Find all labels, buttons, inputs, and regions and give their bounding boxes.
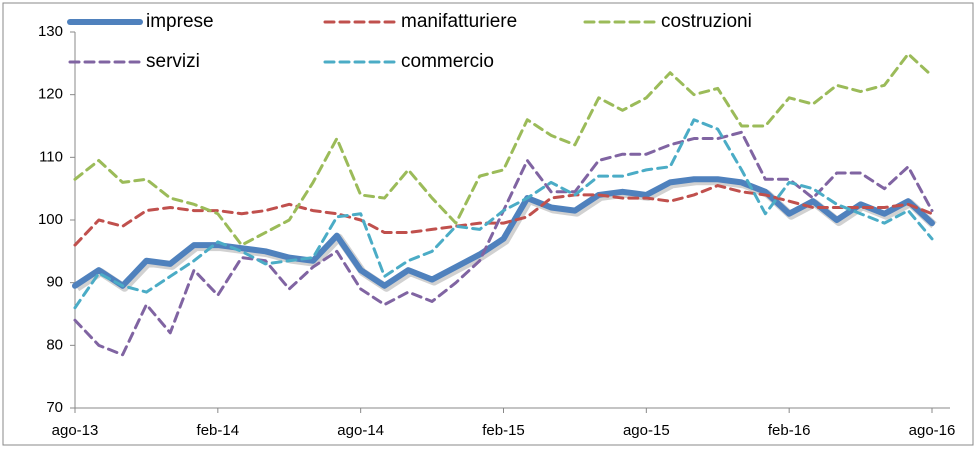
x-tick-label: ago-16 [909, 422, 956, 439]
y-tick-label: 130 [38, 23, 63, 40]
series-line [72, 176, 935, 289]
legend-label: commercio [401, 51, 494, 72]
y-tick-label: 120 [38, 86, 63, 103]
y-tick-label: 80 [46, 336, 63, 353]
y-tick-label: 70 [46, 399, 63, 416]
x-tick-label: ago-13 [52, 422, 99, 439]
x-tick-label: feb-16 [768, 422, 811, 439]
legend-label: costruzioni [661, 11, 752, 32]
legend-label: manifatturiere [401, 11, 517, 32]
x-tick-label: ago-14 [337, 422, 384, 439]
x-tick-label: ago-15 [623, 422, 670, 439]
series-line [73, 184, 934, 247]
y-tick-label: 110 [39, 148, 63, 165]
x-tick-label: feb-14 [197, 422, 240, 439]
y-tick-label: 100 [38, 211, 63, 228]
x-tick-label: feb-15 [482, 422, 525, 439]
y-tick-label: 90 [46, 274, 63, 291]
series-line [73, 52, 934, 247]
legend-label: servizi [146, 51, 200, 72]
legend-label: imprese [146, 11, 214, 32]
series-line [73, 118, 934, 310]
